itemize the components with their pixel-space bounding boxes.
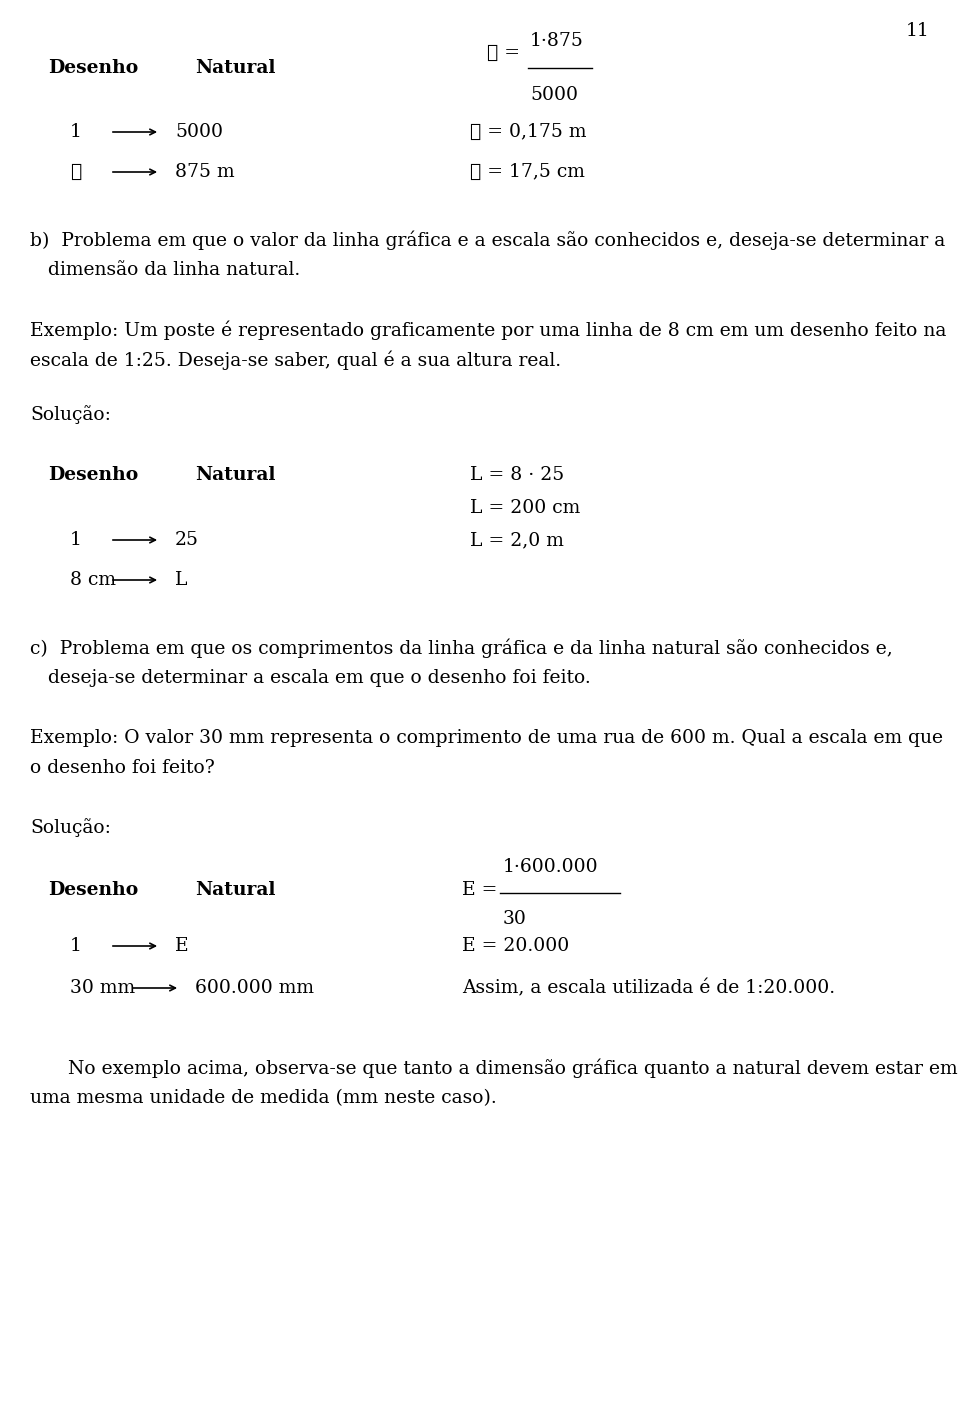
Text: 600.000 mm: 600.000 mm: [195, 979, 314, 997]
Text: Exemplo: O valor 30 mm representa o comprimento de uma rua de 600 m. Qual a esca: Exemplo: O valor 30 mm representa o comp…: [30, 729, 943, 747]
Text: Exemplo: Um poste é representado graficamente por uma linha de 8 cm em um desenh: Exemplo: Um poste é representado grafica…: [30, 320, 947, 340]
Text: Natural: Natural: [195, 881, 276, 900]
Text: E: E: [175, 938, 188, 955]
Text: 30: 30: [503, 909, 527, 928]
Text: Desenho: Desenho: [48, 465, 138, 484]
Text: 1·600.000: 1·600.000: [503, 859, 599, 876]
Text: 875 m: 875 m: [175, 164, 234, 180]
Text: E =: E =: [462, 881, 497, 900]
Text: c)  Problema em que os comprimentos da linha gráfica e da linha natural são conh: c) Problema em que os comprimentos da li…: [30, 639, 893, 657]
Text: o desenho foi feito?: o desenho foi feito?: [30, 759, 215, 777]
Text: 1·875: 1·875: [530, 32, 584, 49]
Text: Solução:: Solução:: [30, 819, 110, 838]
Text: 30 mm: 30 mm: [70, 979, 135, 997]
Text: 5000: 5000: [530, 86, 578, 104]
Text: 1: 1: [70, 532, 82, 548]
Text: E = 20.000: E = 20.000: [462, 938, 569, 955]
Text: L = 2,0 m: L = 2,0 m: [470, 532, 564, 548]
Text: Assim, a escala utilizada é de 1:20.000.: Assim, a escala utilizada é de 1:20.000.: [462, 979, 835, 997]
Text: dimensão da linha natural.: dimensão da linha natural.: [48, 261, 300, 279]
Text: ℓ = 17,5 cm: ℓ = 17,5 cm: [470, 164, 585, 180]
Text: 25: 25: [175, 532, 199, 548]
Text: 5000: 5000: [175, 123, 223, 141]
Text: Desenho: Desenho: [48, 881, 138, 900]
Text: L: L: [175, 571, 187, 589]
Text: Natural: Natural: [195, 465, 276, 484]
Text: 1: 1: [70, 123, 82, 141]
Text: escala de 1:25. Deseja-se saber, qual é a sua altura real.: escala de 1:25. Deseja-se saber, qual é …: [30, 350, 562, 369]
Text: No exemplo acima, observa-se que tanto a dimensão gráfica quanto a natural devem: No exemplo acima, observa-se que tanto a…: [68, 1059, 958, 1077]
Text: ℓ: ℓ: [70, 164, 82, 180]
Text: Solução:: Solução:: [30, 406, 110, 424]
Text: ℓ =: ℓ =: [487, 44, 520, 62]
Text: b)  Problema em que o valor da linha gráfica e a escala são conhecidos e, deseja: b) Problema em que o valor da linha gráf…: [30, 230, 946, 250]
Text: uma mesma unidade de medida (mm neste caso).: uma mesma unidade de medida (mm neste ca…: [30, 1089, 496, 1107]
Text: ℓ = 0,175 m: ℓ = 0,175 m: [470, 123, 587, 141]
Text: 8 cm: 8 cm: [70, 571, 116, 589]
Text: deseja-se determinar a escala em que o desenho foi feito.: deseja-se determinar a escala em que o d…: [48, 668, 590, 687]
Text: L = 8 · 25: L = 8 · 25: [470, 465, 564, 484]
Text: Desenho: Desenho: [48, 59, 138, 78]
Text: L = 200 cm: L = 200 cm: [470, 499, 580, 517]
Text: 11: 11: [906, 23, 930, 39]
Text: Natural: Natural: [195, 59, 276, 78]
Text: 1: 1: [70, 938, 82, 955]
